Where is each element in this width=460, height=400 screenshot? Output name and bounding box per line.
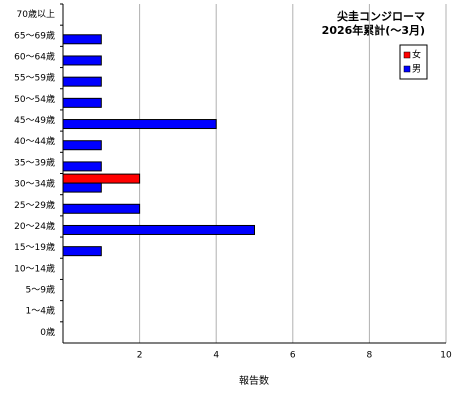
y-tick-label: 10〜14歳 (14, 262, 55, 274)
x-axis-label: 報告数 (239, 374, 269, 387)
y-tick-label: 45〜49歳 (14, 114, 55, 126)
bar (62, 182, 102, 193)
x-tick-label: 4 (213, 351, 219, 361)
legend-box (399, 44, 428, 80)
y-tick-label: 70歳以上 (17, 8, 55, 20)
y-tick-label: 35〜39歳 (14, 156, 55, 168)
bar (62, 224, 255, 235)
bar (62, 76, 102, 87)
y-tick-label: 30〜34歳 (14, 178, 55, 190)
y-tick-label: 40〜44歳 (14, 135, 55, 147)
bar (62, 55, 102, 66)
bar (62, 203, 141, 214)
x-tick-label: 8 (367, 351, 373, 361)
y-tick-label: 5〜9歳 (26, 284, 55, 296)
legend-label: 男 (412, 64, 421, 75)
x-tick-label: 6 (290, 351, 296, 361)
bar (62, 161, 102, 172)
y-tick-label: 55〜59歳 (14, 72, 55, 84)
chart-subtitle: 2026年累計(〜3月) (322, 23, 425, 37)
x-tick-label: 10 (440, 351, 452, 361)
bar (62, 140, 102, 151)
y-tick-label: 0歳 (40, 326, 55, 338)
y-tick-label: 25〜29歳 (14, 199, 55, 211)
bar (62, 119, 217, 130)
y-tick-label: 20〜24歳 (14, 220, 55, 232)
bar (62, 97, 102, 108)
y-tick-label: 50〜54歳 (14, 93, 55, 105)
y-tick-label: 60〜64歳 (14, 50, 55, 62)
bar (62, 246, 102, 257)
legend-swatch (403, 51, 411, 59)
bar (62, 34, 102, 45)
chart-title: 尖圭コンジローマ (337, 9, 425, 23)
legend-swatch (403, 65, 411, 73)
y-tick-label: 65〜69歳 (14, 29, 55, 41)
x-tick-label: 2 (137, 351, 143, 361)
y-tick-label: 15〜19歳 (14, 241, 55, 253)
bar (62, 173, 141, 184)
y-tick-label: 1〜4歳 (26, 305, 55, 317)
legend-label: 女 (412, 49, 421, 61)
